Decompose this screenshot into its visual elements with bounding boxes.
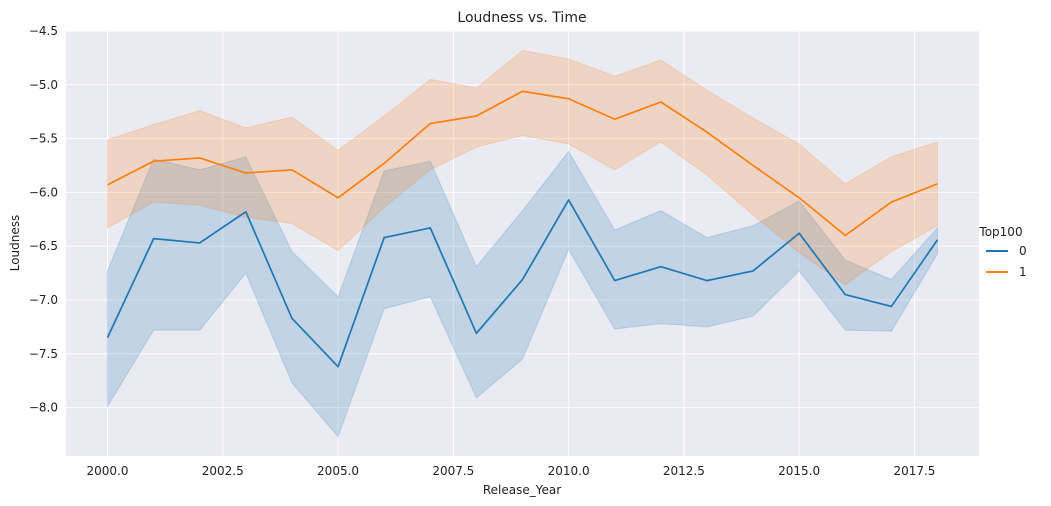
y-tick-label: −5.5 — [29, 132, 58, 146]
legend-label-1: 1 — [1019, 265, 1027, 279]
y-tick-label: −6.0 — [29, 185, 58, 199]
x-axis-label: Release_Year — [483, 483, 561, 497]
chart-title: Loudness vs. Time — [457, 10, 586, 26]
x-tick-label: 2007.5 — [432, 464, 474, 478]
x-tick-labels: 2000.0 2002.5 2005.0 2007.5 2010.0 2012.5 2015… — [87, 464, 936, 478]
plot-background — [66, 31, 979, 456]
y-tick-labels: −4.5 −5.0 −5.5 −6.0 −6.5 −7.0 −7.5 −8.0 — [29, 24, 58, 415]
x-tick-label: 2000.0 — [87, 464, 129, 478]
x-tick-label: 2012.5 — [663, 464, 705, 478]
confidence-band-1 — [107, 49, 938, 286]
confidence-band-0 — [107, 150, 938, 438]
y-tick-label: −5.0 — [29, 78, 58, 92]
series-line-1 — [107, 90, 938, 237]
y-tick-label: −7.0 — [29, 293, 58, 307]
legend-title: Top100 — [978, 225, 1022, 239]
series-line-0 — [106, 199, 939, 368]
y-tick-label: −6.5 — [29, 239, 58, 253]
series-lines — [106, 90, 939, 368]
x-tick-label: 2002.5 — [202, 464, 244, 478]
x-tick-label: 2017.5 — [893, 464, 935, 478]
y-tick-label: −8.0 — [29, 401, 58, 415]
x-tick-label: 2015.0 — [778, 464, 820, 478]
y-axis-label: Loudness — [8, 215, 22, 272]
y-tick-label: −4.5 — [29, 24, 58, 38]
x-tick-label: 2005.0 — [317, 464, 359, 478]
y-tick-label: −7.5 — [29, 347, 58, 361]
legend-label-0: 0 — [1019, 244, 1027, 258]
legend: Top100 0 1 — [978, 225, 1026, 279]
confidence-bands — [107, 49, 938, 438]
x-tick-label: 2010.0 — [548, 464, 590, 478]
grid-lines — [66, 30, 979, 456]
